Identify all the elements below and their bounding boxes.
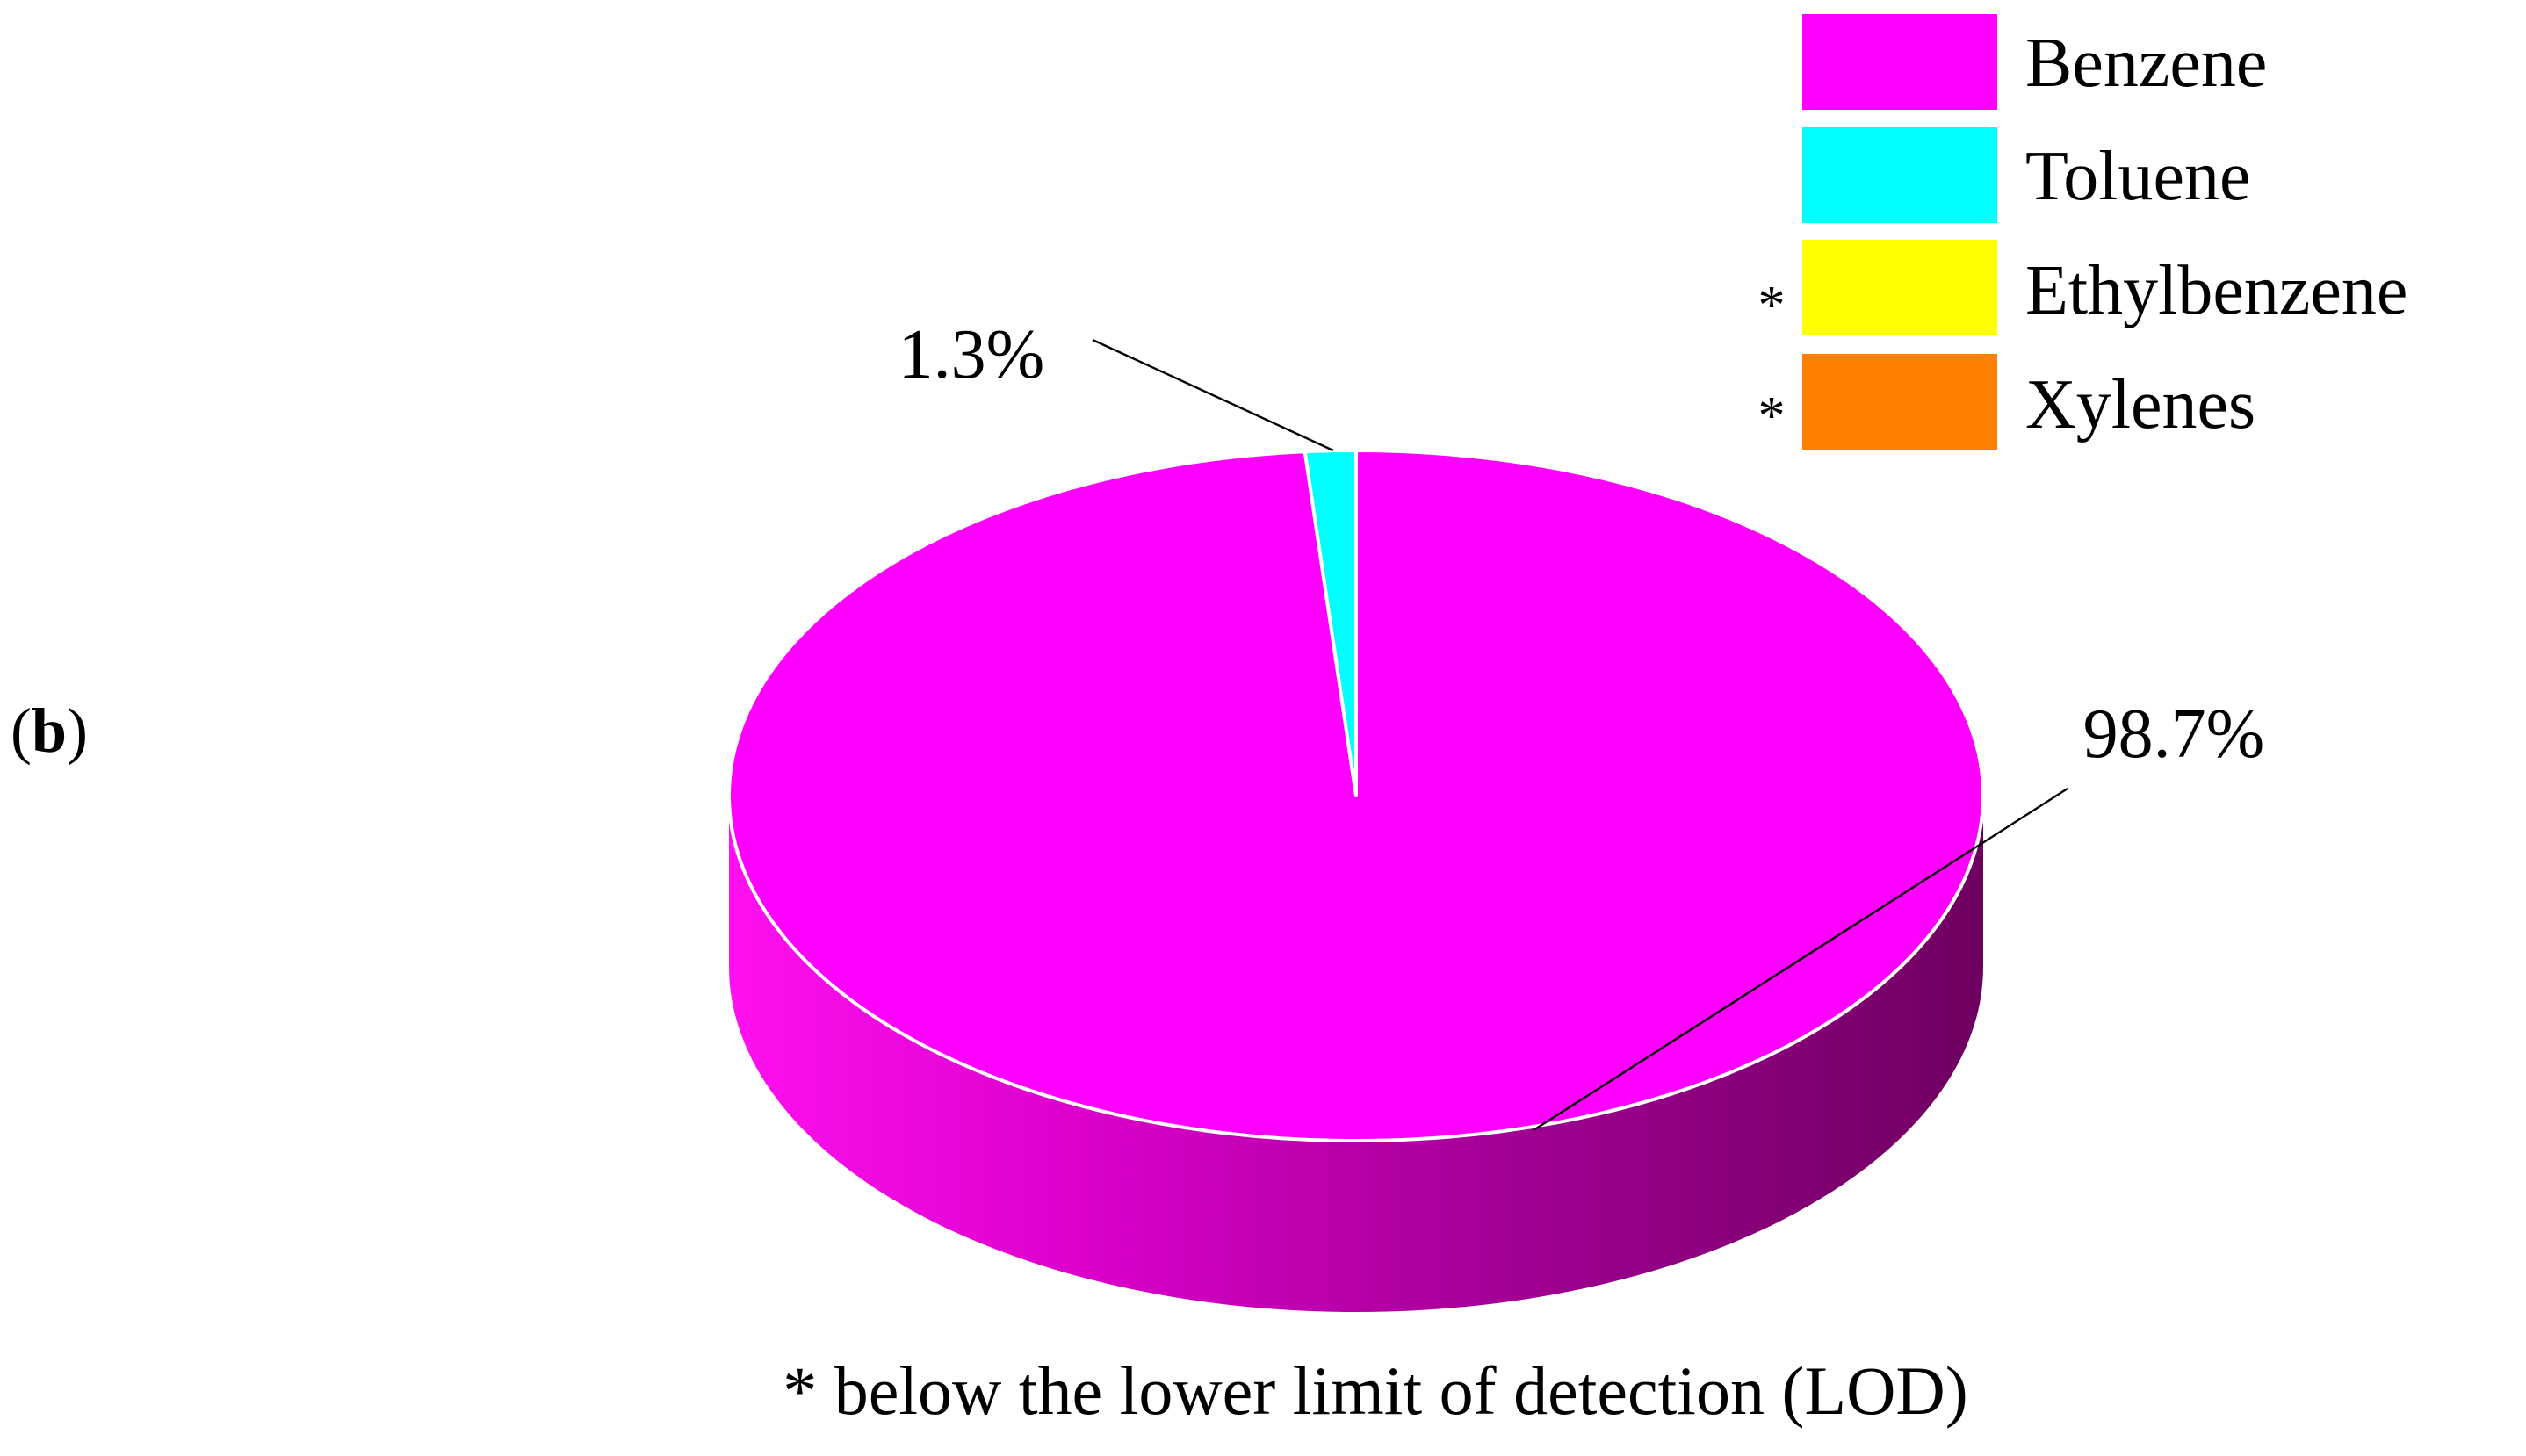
legend: Benzene Toluene * Ethylbenzene * Xylenes — [1758, 14, 2407, 450]
pie-slices — [727, 449, 1985, 1142]
pie-slice-toluene — [1303, 449, 1358, 797]
pie-side-wall — [729, 796, 1983, 1312]
pie-body — [727, 449, 1985, 1312]
legend-label-toluene: Toluene — [2025, 138, 2251, 215]
legend-asterisk-ethylbenzene: * — [1758, 276, 1786, 335]
panel-label-close: ) — [67, 696, 88, 766]
legend-item-benzene: Benzene — [1802, 14, 2267, 110]
legend-label-ethylbenzene: Ethylbenzene — [2025, 252, 2407, 329]
legend-label-benzene: Benzene — [2025, 25, 2267, 102]
panel-label-open: ( — [11, 696, 32, 766]
panel-label-letter: b — [32, 696, 67, 766]
legend-swatch-toluene — [1802, 127, 1997, 223]
legend-swatch-benzene — [1802, 14, 1997, 110]
legend-item-toluene: Toluene — [1802, 127, 2251, 223]
footnote: * below the lower limit of detection (LO… — [783, 1352, 1967, 1429]
panel-label: (b) — [11, 696, 88, 766]
legend-label-xylenes: Xylenes — [2025, 366, 2255, 443]
data-label-toluene: 1.3% — [899, 316, 1045, 393]
data-labels: 1.3% 98.7% — [899, 316, 2265, 1132]
legend-asterisk-xylenes: * — [1758, 386, 1786, 446]
legend-swatch-xylenes — [1802, 354, 1997, 450]
data-label-benzene: 98.7% — [2083, 696, 2265, 773]
leader-line-benzene — [1533, 787, 2068, 1132]
legend-item-ethylbenzene: * Ethylbenzene — [1758, 240, 2407, 335]
leader-line-toluene — [1092, 338, 1334, 452]
legend-item-xylenes: * Xylenes — [1758, 354, 2255, 450]
legend-swatch-ethylbenzene — [1802, 240, 1997, 335]
